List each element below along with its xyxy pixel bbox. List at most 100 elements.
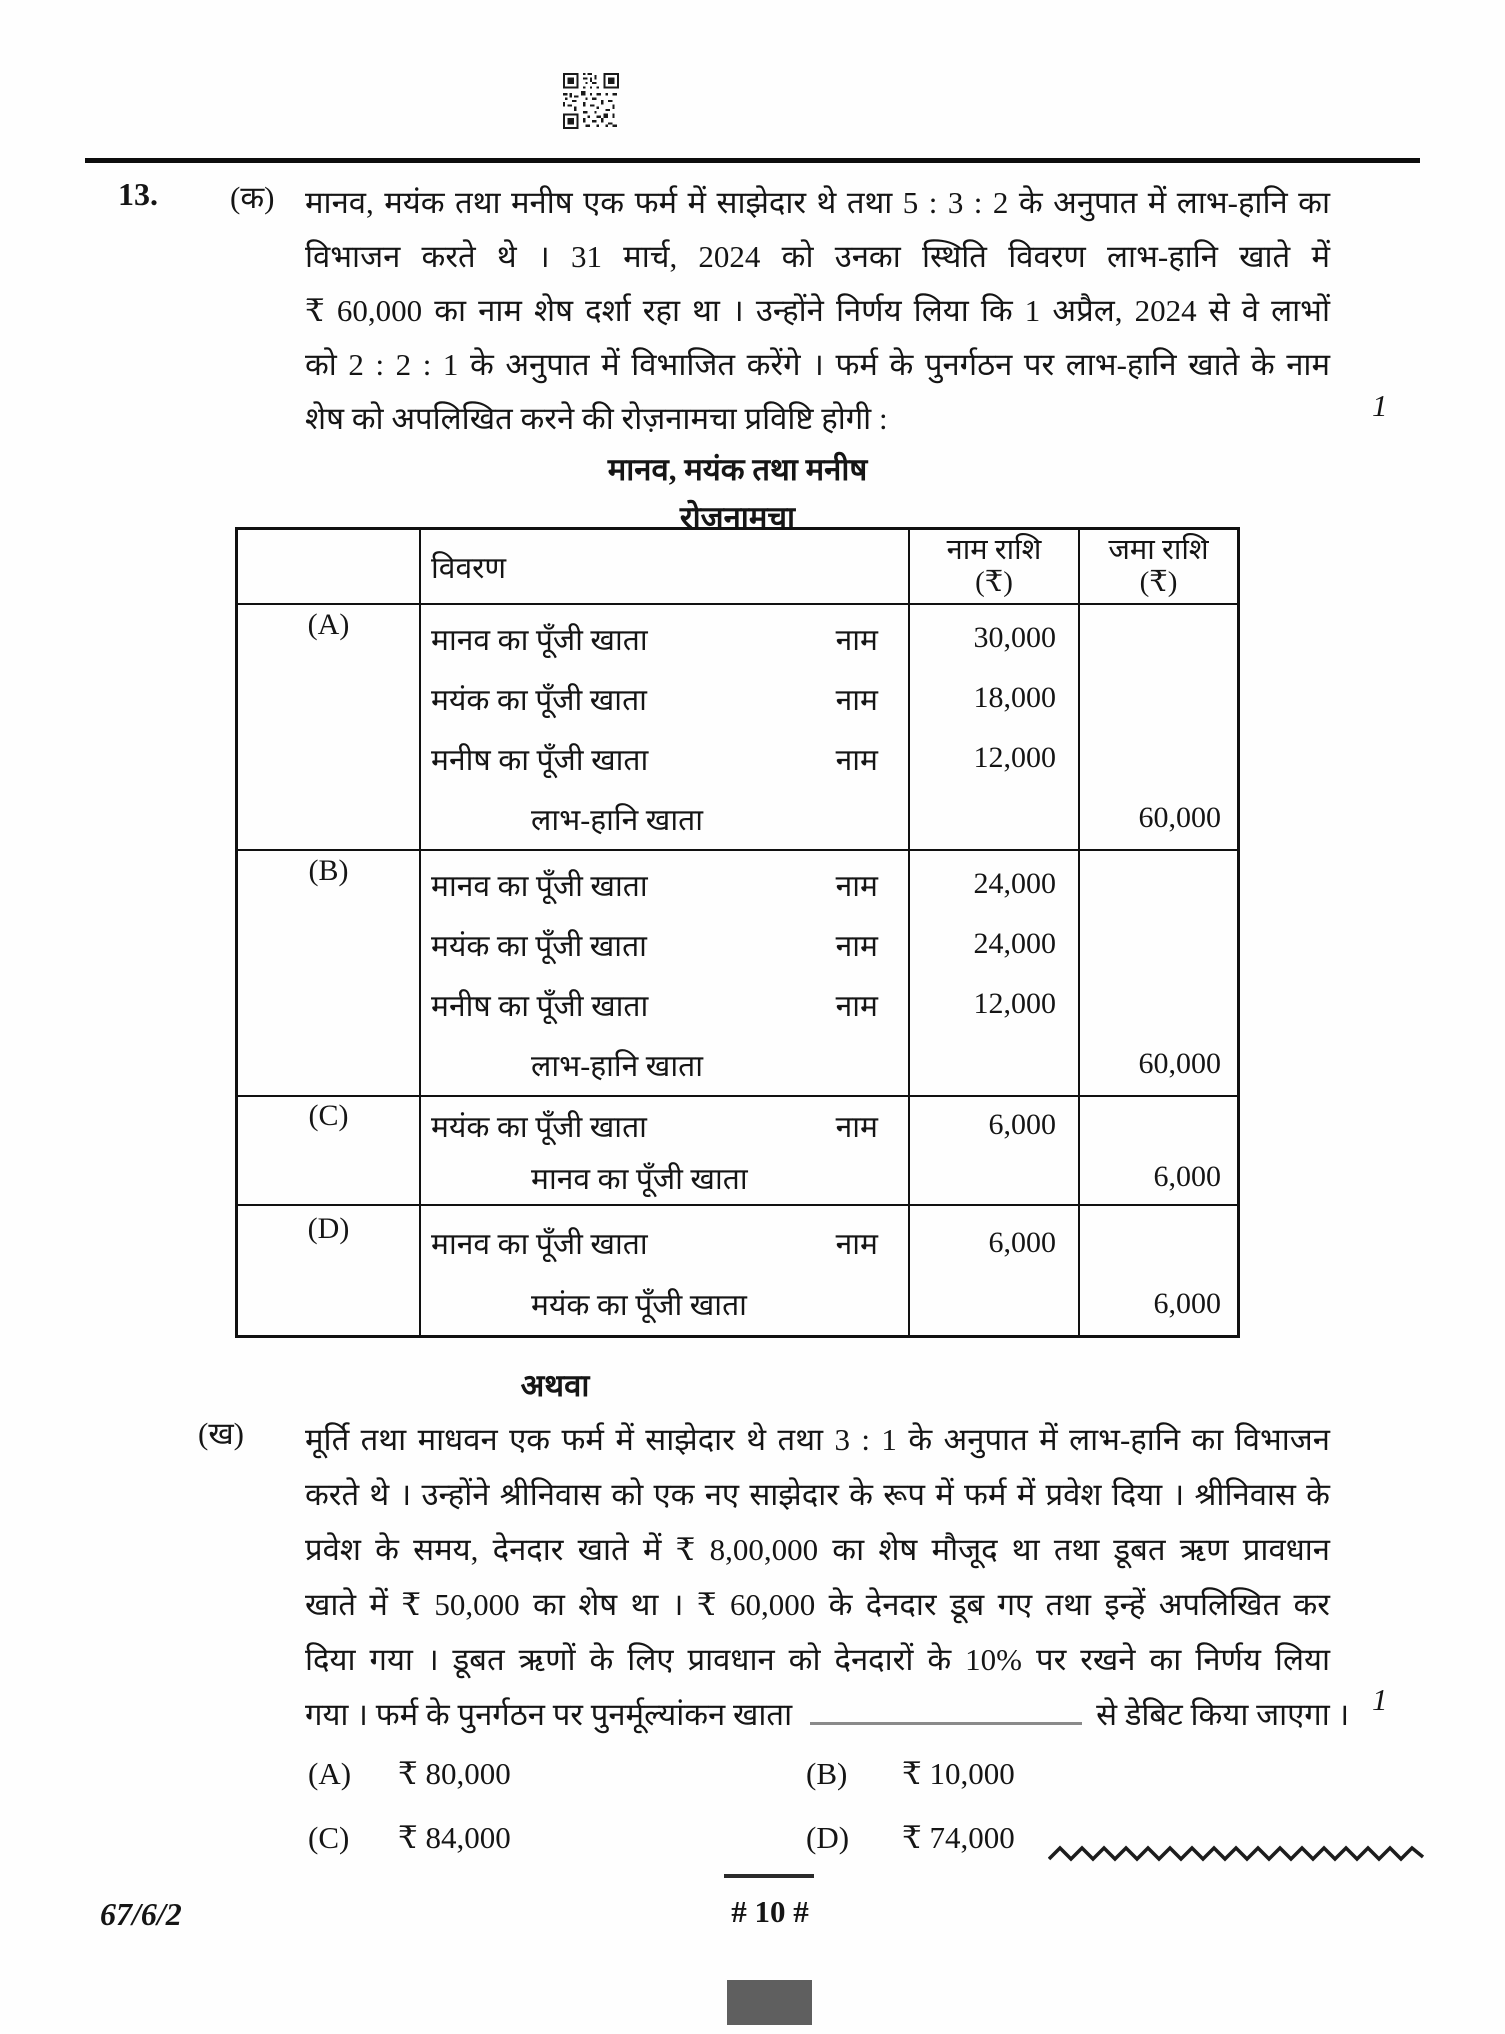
part-a-label: (क) [230, 180, 275, 215]
option-label: (B) [806, 1756, 848, 1791]
paragraph-line-with-blank: गया । फर्म के पुनर्गठन पर पुनर्मूल्यांकन… [305, 1687, 1349, 1742]
account-name: लाभ-हानि खाता [531, 803, 703, 837]
credit-currency: (₹) [1139, 566, 1178, 598]
squiggle-line [1048, 1845, 1425, 1862]
journal-header-debit: नाम राशि (₹) [910, 530, 1080, 603]
account-name: मयंक का पूँजी खाता [531, 1289, 747, 1322]
question-number: 13. [118, 176, 158, 212]
paragraph-line: को 2 : 2 : 1 के अनुपात में विभाजित करेंग… [305, 347, 1330, 382]
answer-blank [810, 1692, 1083, 1725]
journal-serial: (B) [308, 854, 349, 887]
account-name: मानव का पूँजी खाता [431, 623, 648, 657]
option-label: (D) [806, 1820, 850, 1855]
journal-particulars: मानव का पूँजी खाता नाम मयंक का पूँजी खाता [419, 1206, 910, 1335]
mcq-options: (A) ₹ 80,000 (B) ₹ 10,000 (C) ₹ 84,000 (D) ₹ 74… [308, 1742, 1228, 1870]
dr-label: नाम [835, 1228, 878, 1261]
journal-header-row: विवरण नाम राशि (₹) जमा राशि (₹) [238, 530, 1237, 605]
header-rule [85, 158, 1420, 163]
journal-credit-cell: 6,000 [1080, 1206, 1237, 1335]
paragraph-line: खाते में ₹ 50,000 का शेष था । ₹ 60,000 क… [305, 1587, 1330, 1622]
credit-amount [1080, 668, 1237, 728]
dr-label: नाम [835, 623, 878, 657]
debit-amount [910, 1034, 1078, 1094]
marks-a: 1 [1372, 388, 1388, 423]
account-line: लाभ-हानि खाता [421, 1034, 908, 1094]
journal-header-credit: जमा राशि (₹) [1080, 530, 1237, 603]
dr-label: नाम [835, 1110, 878, 1144]
debit-amount: 6,000 [988, 1108, 1057, 1141]
footer-mini-rule [724, 1874, 814, 1878]
debit-amount [910, 1151, 1078, 1203]
account-line: मानव का पूँजी खाता [421, 1151, 908, 1203]
option-value: ₹ 80,000 [398, 1756, 511, 1791]
journal-firm-title: मानव, मयंक तथा मनीष [607, 452, 868, 487]
dr-label: नाम [835, 683, 878, 717]
credit-amount [1080, 608, 1237, 668]
account-line: मानव का पूँजी खाता नाम [421, 608, 908, 668]
account-line: मयंक का पूँजी खाता नाम [421, 668, 908, 728]
account-name: मनीष का पूँजी खाता [431, 989, 649, 1023]
question-b-text: मूर्ति तथा माधवन एक फर्म में साझेदार थे … [305, 1412, 1349, 1742]
journal-serial: (D) [307, 1212, 350, 1245]
credit-amount: 6,000 [1153, 1160, 1222, 1193]
credit-amount [1080, 728, 1237, 788]
journal-header-serial [238, 530, 419, 603]
journal-particulars: मानव का पूँजी खाता नाम मयंक का पूँजी खाता न… [419, 851, 910, 1095]
journal-debit-cell: 6,000 [910, 1206, 1080, 1335]
or-label: अथवा [520, 1368, 590, 1403]
debit-amount: 18,000 [973, 681, 1057, 714]
account-name: मानव का पूँजी खाता [431, 869, 648, 903]
journal-particulars: मयंक का पूँजी खाता नाम मानव का पूँजी खाता [419, 1097, 910, 1204]
journal-serial: (C) [308, 1099, 349, 1132]
account-line: मानव का पूँजी खाता नाम [421, 1212, 908, 1273]
credit-amount: 6,000 [1153, 1286, 1222, 1320]
journal-header-particulars: विवरण [419, 530, 910, 603]
account-name: लाभ-हानि खाता [531, 1049, 703, 1083]
blank-line-pre: गया । फर्म के पुनर्गठन पर पुनर्मूल्यांकन… [305, 1697, 793, 1732]
journal-body: (A) मानव का पूँजी खाता नाम मयंक का पूँजी खा… [238, 605, 1237, 1335]
journal-credit-cell: 6,000 [1080, 1097, 1237, 1204]
journal-credit-cell: 60,000 [1080, 851, 1237, 1095]
account-name: मनीष का पूँजी खाता [431, 743, 649, 777]
paragraph-line: दिया गया । डूबत ऋणों के लिए प्रावधान को … [305, 1642, 1330, 1677]
account-line: मानव का पूँजी खाता नाम [421, 854, 908, 914]
account-line: मयंक का पूँजी खाता नाम [421, 1099, 908, 1151]
journal-debit-cell: 6,000 [910, 1097, 1080, 1204]
debit-amount: 24,000 [973, 927, 1057, 960]
question-a-text: मानव, मयंक तथा मनीष एक फर्म में साझेदार … [305, 176, 1330, 446]
page-number: # 10 # [731, 1894, 809, 1929]
account-name: मयंक का पूँजी खाता [431, 683, 647, 717]
footer-gray-block [727, 1980, 812, 2025]
credit-amount [1080, 1212, 1237, 1273]
debit-amount [910, 1273, 1078, 1334]
account-line: मनीष का पूँजी खाता नाम [421, 728, 908, 788]
journal-credit-cell: 60,000 [1080, 605, 1237, 849]
paragraph-line: विभाजन करते थे । 31 मार्च, 2024 को उनका … [305, 239, 1330, 274]
account-name: मयंक का पूँजी खाता [431, 929, 647, 963]
account-name: मानव का पूँजी खाता [431, 1228, 648, 1261]
journal-table: विवरण नाम राशि (₹) जमा राशि (₹) (A) मानव … [235, 527, 1240, 1338]
credit-amount: 60,000 [1138, 1047, 1222, 1080]
journal-debit-cell: 24,000 24,000 12,000 [910, 851, 1080, 1095]
paragraph-line: करते थे । उन्होंने श्रीनिवास को एक नए सा… [305, 1477, 1330, 1512]
credit-amount [1080, 854, 1237, 914]
credit-amount [1080, 1099, 1237, 1151]
option-value: ₹ 74,000 [902, 1820, 1015, 1855]
credit-amount [1080, 914, 1237, 974]
debit-amount: 12,000 [973, 987, 1057, 1020]
credit-amount: 60,000 [1138, 801, 1222, 834]
option-value: ₹ 10,000 [902, 1756, 1015, 1791]
journal-row: (A) मानव का पूँजी खाता नाम मयंक का पूँजी खा… [238, 605, 1237, 849]
debit-amount: 12,000 [973, 741, 1057, 774]
option-value: ₹ 84,000 [398, 1820, 511, 1855]
debit-currency: (₹) [975, 566, 1013, 598]
paragraph-line: मानव, मयंक तथा मनीष एक फर्म में साझेदार … [305, 185, 1330, 220]
account-line: मयंक का पूँजी खाता नाम [421, 914, 908, 974]
dr-label: नाम [835, 989, 878, 1023]
part-b-label: (ख) [198, 1416, 245, 1451]
journal-row: (B) मानव का पूँजी खाता नाम मयंक का पूँजी खा… [238, 849, 1237, 1095]
paragraph-line: प्रवेश के समय, देनदार खाते में ₹ 8,00,00… [305, 1532, 1330, 1567]
dr-label: नाम [835, 869, 878, 903]
paragraph-line: शेष को अपलिखित करने की रोज़नामचा प्रविष्… [305, 401, 888, 436]
